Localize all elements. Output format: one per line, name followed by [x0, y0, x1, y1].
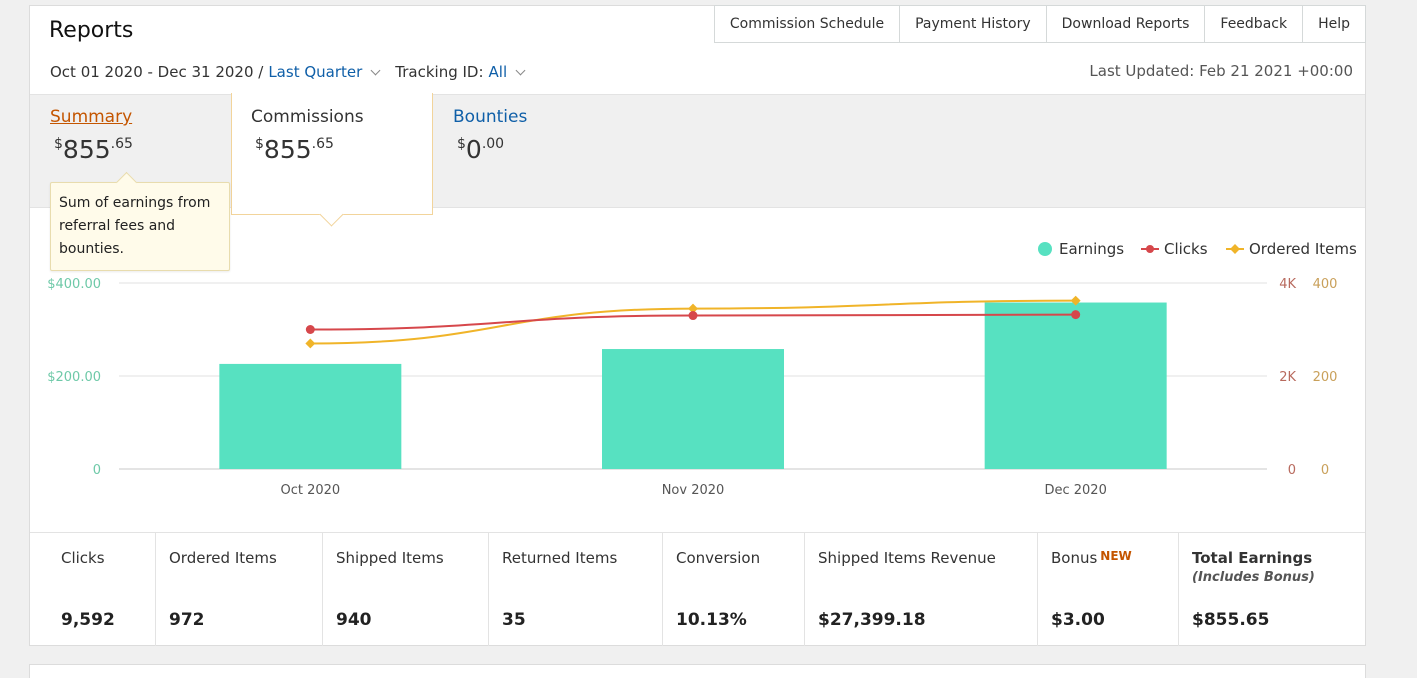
feedback-link[interactable]: Feedback [1204, 6, 1302, 42]
secondary-card [29, 664, 1366, 678]
ordered-items-axis-tick: 400 [1313, 277, 1338, 292]
period-dropdown[interactable]: Last Quarter [268, 63, 363, 81]
tab-summary-label[interactable]: Summary [50, 107, 133, 127]
filters-row: Oct 01 2020 - Dec 31 2020 / Last Quarter… [50, 63, 534, 81]
bounties-amount: $0.00 [457, 135, 505, 164]
left-axis-tick: $200.00 [47, 370, 101, 385]
summary-tabs: Summary $855.65 Commissions $855.65 Boun… [30, 93, 1365, 215]
ordered-items-point [305, 338, 316, 349]
earnings-legend-icon [1038, 242, 1052, 256]
summary-tooltip: Sum of earnings from referral fees and b… [50, 182, 230, 271]
left-axis-tick: 0 [93, 463, 101, 478]
commissions-amount: $855.65 [255, 135, 334, 164]
tracking-id-label: Tracking ID: [395, 63, 484, 81]
x-axis-tick: Dec 2020 [1044, 483, 1106, 498]
legend-clicks[interactable]: Clicks [1141, 240, 1208, 258]
legend-ordered-items[interactable]: Ordered Items [1226, 240, 1357, 258]
legend-clicks-label: Clicks [1164, 240, 1208, 258]
legend-earnings-label: Earnings [1059, 240, 1125, 258]
ordered-items-point [688, 303, 698, 314]
x-axis-tick: Oct 2020 [280, 483, 340, 498]
stat-conversion: Conversion 10.13% [662, 533, 804, 646]
left-axis-tick: $400.00 [47, 277, 101, 292]
legend-ordered-items-label: Ordered Items [1249, 240, 1357, 258]
clicks-point [1071, 310, 1081, 320]
tracking-id-dropdown[interactable]: All [488, 63, 508, 81]
stat-clicks: Clicks 9,592 [61, 549, 115, 630]
clicks-axis-tick: 2K [1279, 370, 1296, 385]
reports-card: Reports Commission Schedule Payment Hist… [29, 5, 1366, 646]
legend-earnings[interactable]: Earnings [1038, 240, 1124, 258]
stat-bonus: Bonus NEW $3.00 [1037, 533, 1178, 646]
ordered-items-axis-tick: 0 [1321, 463, 1329, 478]
tab-bounties[interactable]: Bounties $0.00 [453, 107, 527, 164]
earnings-chart: 0 0 0 $200.00 2K 200 $400.00 4K 400 Oct 2020 Nov 2… [47, 277, 1338, 498]
tab-commissions-label[interactable]: Commissions [251, 107, 364, 127]
clicks-axis-tick: 4K [1279, 277, 1296, 292]
page-title: Reports [49, 18, 134, 43]
active-tab-highlight [231, 93, 433, 215]
x-axis-tick: Nov 2020 [662, 483, 725, 498]
commission-schedule-link[interactable]: Commission Schedule [729, 16, 885, 32]
payment-history-link[interactable]: Payment History [899, 6, 1046, 42]
summary-amount: $855.65 [54, 135, 133, 164]
stats-row: Clicks 9,592 Ordered Items 972 Shipped I… [30, 532, 1365, 646]
ordered-items-legend-icon [1226, 244, 1244, 254]
tab-bounties-label[interactable]: Bounties [453, 107, 528, 127]
ordered-items-point [1070, 295, 1081, 306]
stat-returned-items: Returned Items 35 [488, 533, 662, 646]
stat-shipped-items-revenue: Shipped Items Revenue $27,399.18 [804, 533, 1037, 646]
clicks-point [305, 325, 315, 334]
earnings-bar [984, 302, 1167, 469]
ordered-items-axis-tick: 200 [1313, 370, 1338, 385]
stat-total-earnings: Total Earnings (Includes Bonus) $855.65 [1178, 533, 1365, 646]
top-nav: Commission Schedule Payment History Down… [713, 5, 1366, 43]
help-link[interactable]: Help [1302, 6, 1365, 42]
earnings-bar [602, 349, 784, 469]
earnings-bar [219, 363, 402, 469]
new-badge: NEW [1100, 549, 1132, 563]
tab-commissions[interactable]: Commissions $855.65 [251, 107, 364, 164]
date-range: Oct 01 2020 - Dec 31 2020 / [50, 63, 264, 81]
stat-shipped-items: Shipped Items 940 [322, 533, 488, 646]
tab-summary[interactable]: Summary $855.65 [50, 107, 133, 164]
last-updated: Last Updated: Feb 21 2021 +00:00 [1089, 62, 1353, 80]
clicks-point [688, 311, 698, 321]
clicks-axis-tick: 0 [1288, 463, 1296, 478]
download-reports-link[interactable]: Download Reports [1045, 6, 1205, 42]
clicks-legend-icon [1141, 245, 1159, 253]
stat-ordered-items: Ordered Items 972 [155, 533, 322, 646]
